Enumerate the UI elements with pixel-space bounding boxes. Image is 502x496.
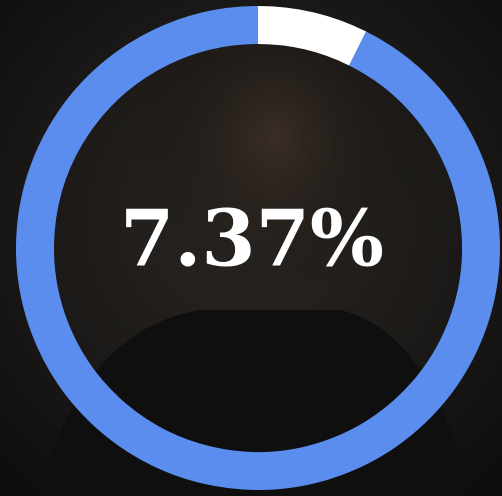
donut <box>16 6 500 490</box>
background-figure <box>135 10 415 330</box>
donut-segment <box>257 6 367 66</box>
donut-segment <box>16 6 500 490</box>
center-label: 7.37% <box>120 194 384 285</box>
